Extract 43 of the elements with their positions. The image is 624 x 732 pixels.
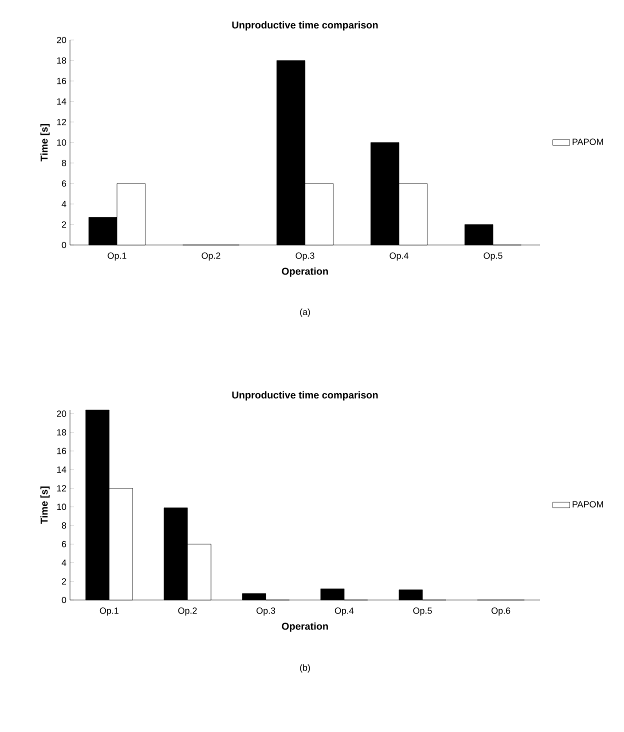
y-tick-label: 8 — [62, 160, 66, 166]
y-tick-label: 18 — [57, 57, 66, 64]
x-tick-label: Op.1 — [100, 608, 118, 616]
y-tick-label: 12 — [57, 485, 66, 492]
y-tick-label: 10 — [57, 504, 66, 510]
y-tick-label: 8 — [62, 522, 66, 529]
x-tick-label: Op.4 — [334, 608, 354, 616]
x-tick-label: Op.3 — [296, 252, 314, 261]
y-axis-title: Time [s] — [40, 486, 50, 524]
y-tick-label: 16 — [57, 78, 66, 84]
x-tick-label: Op.2 — [178, 608, 197, 616]
y-tick-label: 12 — [57, 118, 66, 126]
x-axis-title: Operation — [282, 267, 328, 277]
y-tick-label: 14 — [57, 466, 66, 473]
legend-label: PAPOM — [572, 501, 603, 508]
y-tick-label: 6 — [62, 540, 66, 548]
y-tick-label: 4 — [62, 560, 66, 566]
y-tick-label: 10 — [57, 139, 66, 146]
x-tick-label: Op.6 — [492, 608, 510, 616]
y-tick-label: 6 — [62, 180, 66, 187]
x-tick-label: Op.5 — [484, 252, 502, 261]
x-tick-label: Op.5 — [413, 608, 432, 616]
text: (b) — [300, 664, 310, 673]
y-tick-label: 18 — [57, 429, 66, 436]
x-tick-label: Op.4 — [390, 252, 408, 261]
x-tick-label: Op.3 — [256, 608, 276, 616]
y-tick-label: 4 — [62, 200, 66, 208]
text: (a) — [300, 308, 310, 317]
y-tick-label: 2 — [62, 578, 66, 584]
y-tick-label: 2 — [62, 221, 66, 228]
y-tick-label: 0 — [62, 242, 66, 248]
y-tick-label: 14 — [57, 98, 66, 105]
x-axis-title: Operation — [282, 622, 328, 632]
y-axis-title: Time [s] — [40, 124, 50, 162]
x-tick-label: Op.2 — [202, 252, 220, 261]
chart-title: Unproductive time comparison — [232, 391, 378, 400]
x-tick-label: Op.1 — [108, 252, 126, 261]
y-tick-label: 20 — [56, 410, 66, 417]
y-tick-label: 16 — [57, 448, 66, 454]
y-tick-label: 20 — [56, 36, 66, 44]
legend-label: PAPOM — [572, 138, 603, 145]
chart-title: Unproductive time comparison — [232, 21, 378, 30]
y-tick-label: 0 — [62, 596, 66, 604]
